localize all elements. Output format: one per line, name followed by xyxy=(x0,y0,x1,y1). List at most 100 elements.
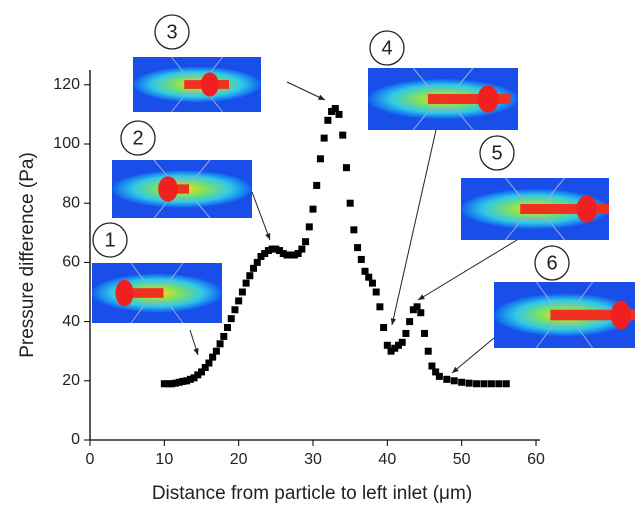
marker xyxy=(495,380,503,388)
marker xyxy=(186,375,194,383)
x-tick-label: 20 xyxy=(230,451,248,468)
annotation-label: 5 xyxy=(491,142,502,164)
inset-particle xyxy=(115,279,134,307)
marker xyxy=(376,303,384,311)
marker xyxy=(302,238,310,246)
annotation-circle xyxy=(534,245,570,281)
annotation-circle xyxy=(92,222,128,258)
marker xyxy=(238,288,246,296)
inset-image xyxy=(494,281,635,349)
inset-particle xyxy=(576,195,598,223)
marker xyxy=(279,250,287,258)
marker xyxy=(216,340,224,348)
marker xyxy=(435,372,443,380)
marker xyxy=(421,329,428,337)
arrow xyxy=(451,337,495,374)
marker xyxy=(212,347,220,355)
arrow xyxy=(251,191,271,241)
marker xyxy=(276,247,284,255)
inset-jet xyxy=(124,288,164,298)
marker xyxy=(502,380,510,388)
marker xyxy=(320,134,328,142)
marker xyxy=(398,338,406,346)
x-tick-label: 60 xyxy=(527,451,545,468)
marker xyxy=(171,379,179,387)
marker xyxy=(380,324,388,332)
inset-jet xyxy=(428,94,511,104)
marker xyxy=(480,380,488,388)
marker xyxy=(361,267,369,275)
inset-particle xyxy=(611,300,631,330)
marker xyxy=(190,374,198,382)
marker xyxy=(368,279,376,287)
inset-walls xyxy=(505,177,565,241)
marker xyxy=(201,363,209,371)
marker xyxy=(450,377,458,385)
inset-image xyxy=(461,177,609,241)
arrow-head xyxy=(452,366,459,373)
marker xyxy=(298,245,306,253)
arrow-head xyxy=(193,348,199,355)
marker xyxy=(458,378,466,386)
marker xyxy=(164,380,172,388)
inset-walls xyxy=(130,262,184,324)
marker xyxy=(194,371,202,379)
marker xyxy=(402,329,410,337)
y-tick-label: 40 xyxy=(62,313,80,330)
marker xyxy=(391,344,399,352)
marker xyxy=(283,251,291,259)
y-tick-label: 0 xyxy=(71,431,80,448)
marker xyxy=(357,255,365,263)
marker xyxy=(179,377,187,385)
marker xyxy=(342,164,350,172)
marker xyxy=(198,368,205,376)
marker xyxy=(290,251,298,259)
inset-jet xyxy=(520,204,609,214)
inset-walls xyxy=(535,281,594,349)
marker xyxy=(235,297,243,305)
marker xyxy=(428,362,436,370)
inset-image xyxy=(112,159,252,219)
marker xyxy=(168,380,176,388)
marker xyxy=(231,306,239,314)
marker xyxy=(387,347,395,355)
x-tick-label: 40 xyxy=(378,451,396,468)
marker xyxy=(365,273,373,281)
x-axis-title: Distance from particle to left inlet (μm… xyxy=(152,483,472,504)
marker xyxy=(183,377,191,385)
arrow-head xyxy=(318,94,325,100)
arrow-head xyxy=(390,318,397,325)
marker xyxy=(160,380,168,388)
x-tick-label: 10 xyxy=(155,451,173,468)
x-tick-label: 50 xyxy=(453,451,471,468)
y-tick-label: 20 xyxy=(62,372,80,389)
marker xyxy=(205,359,213,367)
marker xyxy=(246,272,254,280)
arrow xyxy=(417,239,518,301)
marker xyxy=(328,107,336,115)
marker xyxy=(309,205,317,213)
marker xyxy=(227,315,235,323)
arrow xyxy=(391,129,437,326)
inset-particle xyxy=(477,85,499,113)
inset-walls xyxy=(153,159,211,219)
marker xyxy=(250,264,258,272)
inset-walls xyxy=(412,67,474,131)
marker xyxy=(473,380,481,388)
marker xyxy=(324,116,332,124)
marker xyxy=(406,318,414,326)
marker xyxy=(409,306,417,314)
marker xyxy=(253,258,261,266)
y-axis-title: Pressure difference (Pa) xyxy=(17,152,38,358)
inset-jet xyxy=(168,184,189,194)
marker xyxy=(264,247,272,255)
marker xyxy=(413,303,421,311)
annotation-circle xyxy=(154,14,190,50)
marker xyxy=(432,368,440,376)
marker xyxy=(220,332,228,340)
y-tick-label: 80 xyxy=(62,194,80,211)
marker xyxy=(261,250,269,258)
annotation-circle xyxy=(479,135,515,171)
marker xyxy=(294,250,302,258)
